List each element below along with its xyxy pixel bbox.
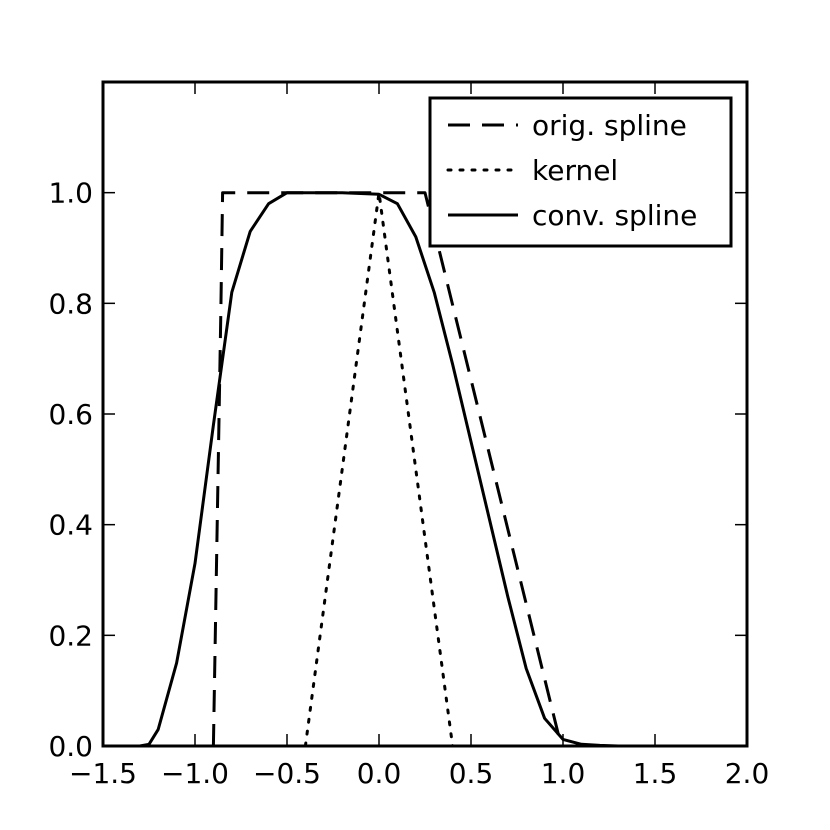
- series-layer: [103, 191, 637, 746]
- legend-label-orig-spline: orig. spline: [532, 109, 687, 142]
- series-line-conv-spline: [103, 191, 637, 746]
- legend: orig. spline kernel conv. spline: [428, 96, 733, 248]
- series-line-kernel: [303, 191, 455, 746]
- x-tick-label: −1.5: [69, 757, 137, 790]
- x-tick-label: −0.5: [253, 757, 321, 790]
- x-tick-label: 1.5: [633, 757, 678, 790]
- y-tick-label: 0.6: [48, 398, 93, 431]
- legend-label-kernel: kernel: [532, 154, 618, 187]
- x-tick-label: −1.0: [161, 757, 229, 790]
- ticks-layer: −1.5 −1.0 −0.5 0.0 0.5 1.0 1.5 2.0 0.0 0.2 0.4 0.6 0…: [48, 82, 769, 790]
- legend-box: [428, 96, 733, 248]
- plot-frame: [101, 80, 749, 748]
- x-tick-label: 0.5: [449, 757, 494, 790]
- y-tick-label: 0.4: [48, 509, 93, 542]
- y-tick-label: 0.2: [48, 619, 93, 652]
- x-tick-label: 1.0: [541, 757, 586, 790]
- y-tick-label: 0.8: [48, 287, 93, 320]
- legend-label-conv-spline: conv. spline: [532, 199, 697, 232]
- series-line-orig-spline: [211, 191, 563, 746]
- x-tick-label: 0.0: [357, 757, 402, 790]
- y-tick-label: 1.0: [48, 177, 93, 210]
- x-tick-label: 2.0: [725, 757, 770, 790]
- y-tick-label: 0.0: [48, 730, 93, 763]
